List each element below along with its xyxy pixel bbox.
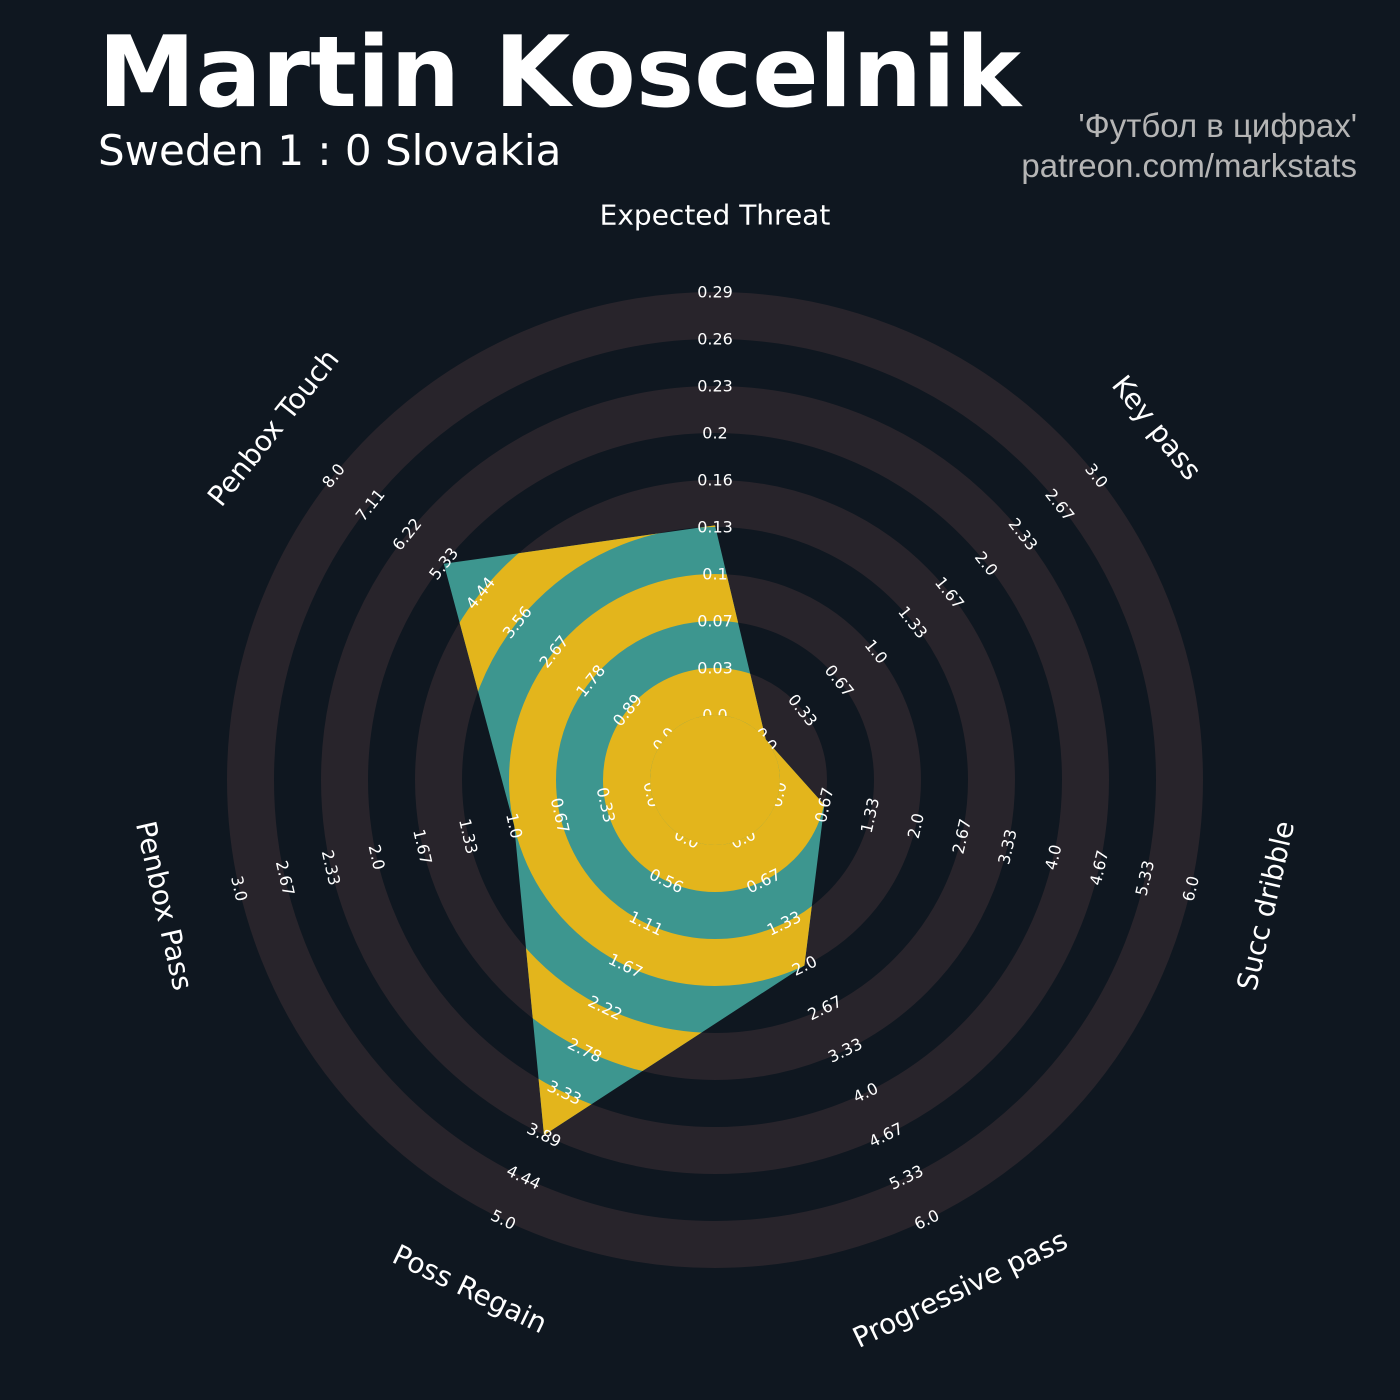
radar-ring-band — [415, 480, 1015, 1080]
radar-tick-label: 0.16 — [697, 471, 733, 490]
credit-patreon: patreon.com/markstats — [1021, 146, 1357, 184]
radar-tick-label: 0.2 — [702, 424, 727, 443]
radar-param-label: Penbox Touch — [201, 343, 346, 513]
radar-center-disc — [650, 715, 780, 845]
radar-ring-band — [227, 292, 1203, 1268]
credits-block: 'Футбол в цифрах' patreon.com/markstats — [1021, 106, 1357, 185]
radar-param-label: Penbox Pass — [129, 818, 200, 993]
radar-tick-label: 0.1 — [702, 565, 727, 584]
player-name-title: Martin Koscelnik — [98, 16, 1021, 130]
radar-tick-label: 0.07 — [697, 612, 733, 631]
radar-param-label: Poss Regain — [388, 1238, 553, 1340]
radar-param-label: Progressive pass — [847, 1223, 1072, 1354]
match-subtitle: Sweden 1 : 0 Slovakia — [98, 126, 562, 175]
radar-fill-ring — [509, 574, 825, 986]
radar-tick-label: 0.26 — [697, 330, 733, 349]
radar-tick-label: 0.03 — [697, 659, 733, 678]
radar-tick-label: 0.13 — [697, 518, 733, 537]
radar-tick-label: 0.29 — [697, 283, 733, 302]
radar-tick-label: 0.23 — [697, 377, 733, 396]
radar-ring-band — [321, 386, 1109, 1174]
radar-param-label: Key pass — [1105, 369, 1208, 486]
credit-channel: 'Футбол в цифрах' — [1078, 107, 1357, 144]
radar-param-label: Succ dribble — [1230, 818, 1301, 994]
radar-param-label: Expected Threat — [600, 199, 831, 232]
